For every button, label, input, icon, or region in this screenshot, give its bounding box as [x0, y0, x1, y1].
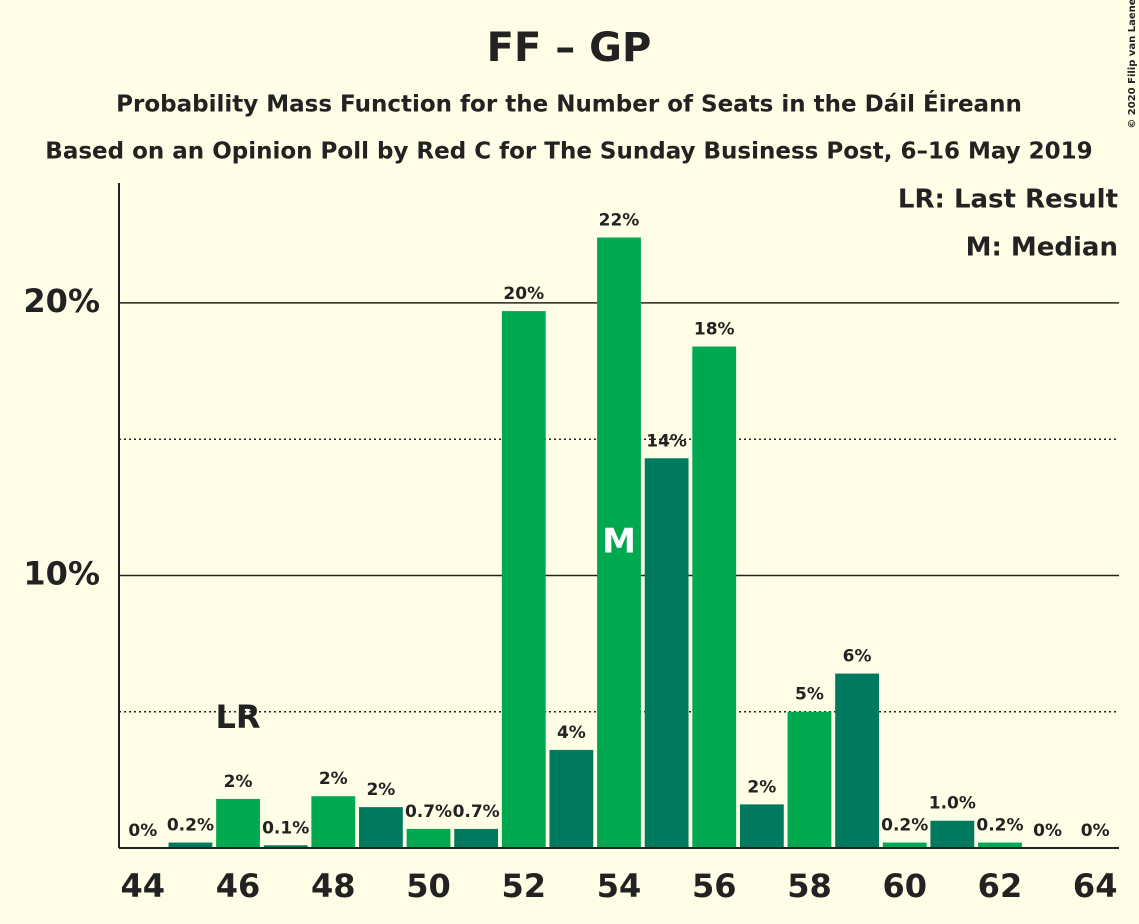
value-label: 0%	[128, 821, 157, 841]
legend-entry: LR: Last Result	[898, 185, 1118, 215]
value-label: 22%	[599, 211, 640, 231]
value-label: 5%	[795, 685, 824, 705]
annotation: LR	[216, 698, 261, 736]
bar	[406, 828, 451, 848]
subtitle: Based on an Opinion Poll by Red C for Th…	[45, 139, 1092, 165]
value-label: 0.2%	[881, 816, 928, 836]
bar	[263, 845, 308, 848]
bar	[978, 842, 1022, 848]
bar	[549, 749, 594, 848]
value-label: 0.7%	[405, 802, 452, 822]
value-label: 0%	[1033, 821, 1062, 841]
value-label: 1.0%	[929, 794, 976, 814]
x-tick-label: 44	[121, 867, 166, 905]
x-tick-label: 50	[406, 867, 451, 905]
bar	[454, 828, 499, 848]
value-label: 0.7%	[453, 802, 500, 822]
bar	[597, 237, 641, 849]
bar	[692, 346, 737, 848]
x-tick-label: 64	[1073, 867, 1118, 905]
subtitle: Probability Mass Function for the Number…	[116, 90, 1022, 118]
x-tick-label: 52	[501, 867, 546, 905]
bar	[644, 458, 689, 848]
value-label: 2%	[319, 769, 348, 789]
value-label: 0%	[1081, 821, 1110, 841]
bar	[216, 798, 260, 848]
x-tick-label: 62	[978, 867, 1023, 905]
value-label: 4%	[557, 723, 586, 743]
value-label: 6%	[843, 647, 872, 667]
annotation: M	[602, 521, 636, 561]
value-label: 0.2%	[976, 816, 1023, 836]
x-tick-label: 58	[787, 867, 832, 905]
y-tick-label: 20%	[23, 282, 100, 320]
bar	[882, 842, 927, 848]
legend-entry: M: Median	[966, 233, 1118, 263]
value-label: 18%	[694, 320, 735, 340]
value-label: 14%	[646, 431, 687, 451]
value-label: 2%	[747, 777, 776, 797]
bar	[359, 807, 403, 848]
copyright: © 2020 Filip van Laenen	[1127, 0, 1138, 129]
bar	[501, 311, 546, 849]
value-label: 20%	[503, 284, 544, 304]
x-tick-label: 46	[216, 867, 261, 905]
chart-title: FF – GP	[487, 25, 652, 71]
bar	[739, 804, 784, 848]
y-tick-label: 10%	[23, 554, 100, 592]
bar	[311, 796, 356, 848]
value-label: 0.1%	[262, 818, 309, 838]
value-label: 2%	[224, 772, 253, 792]
value-label: 2%	[366, 780, 395, 800]
bar	[835, 673, 879, 848]
bar	[787, 711, 832, 848]
x-tick-label: 54	[597, 867, 642, 905]
bar	[930, 820, 975, 848]
x-tick-label: 60	[882, 867, 927, 905]
x-tick-label: 56	[692, 867, 737, 905]
x-tick-label: 48	[311, 867, 356, 905]
value-label: 0.2%	[167, 816, 214, 836]
bar	[168, 842, 213, 848]
